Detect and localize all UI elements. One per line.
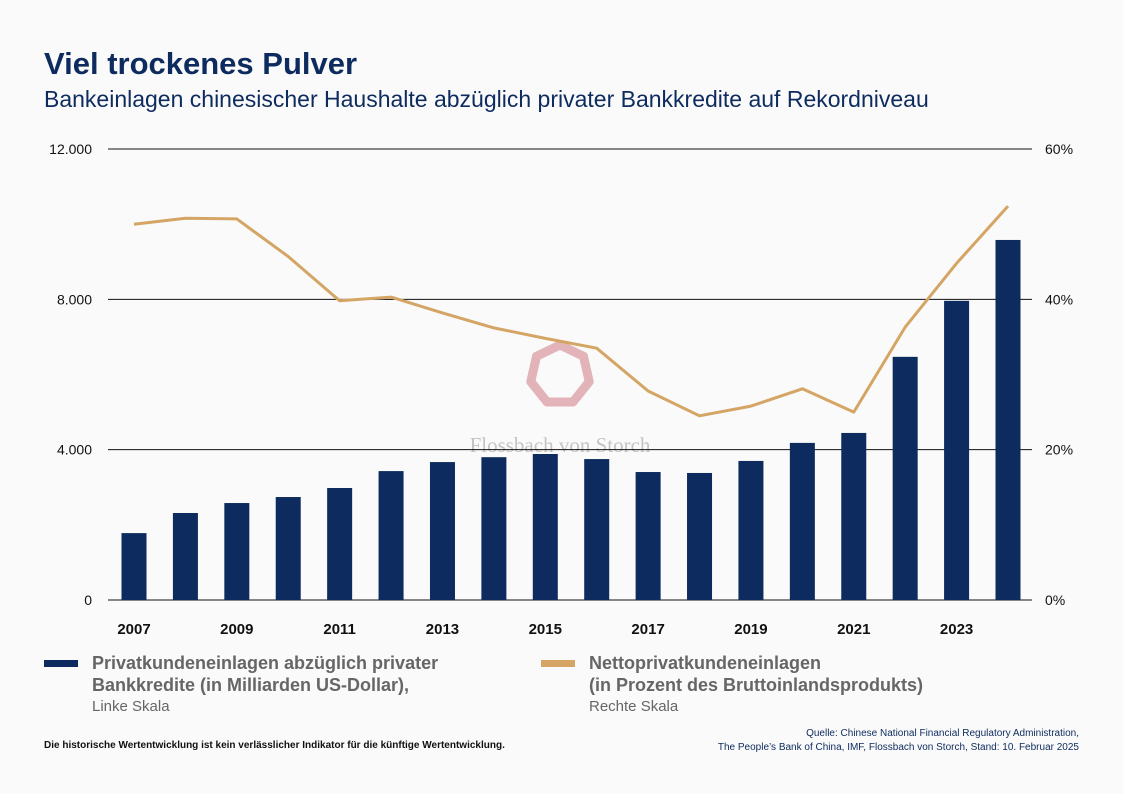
bar-2024 [995,239,1021,600]
legend-text: Bankkredite (in Milliarden US-Dollar), [92,675,410,695]
x-axis-tick: 2023 [940,621,973,638]
bar-2013 [429,462,455,600]
bar-2012 [378,471,404,600]
bar-2016 [584,459,610,600]
legend-swatch-bar [44,660,78,667]
bar-2011 [327,488,353,600]
bar-2008 [172,512,198,600]
x-axis-tick: 2021 [837,621,870,638]
legend-swatch-line [541,660,575,667]
source-note: Quelle: Chinese National Financial Regul… [718,727,1079,755]
bar-2017 [635,472,661,600]
bar-2014 [481,457,507,600]
legend-scale: Rechte Skala [589,698,679,715]
watermark-logo-icon [526,340,594,407]
legend-item-line: Nettoprivatkundeneinlagen (in Prozent de… [589,652,923,718]
legend-item-bar: Privatkundeneinlagen abzüglich privater … [92,652,438,718]
x-axis-tick: 2013 [426,621,459,638]
chart-title: Viel trockenes Pulver [44,46,358,81]
x-axis-tick: 2015 [529,621,562,638]
bar-2021 [841,432,867,600]
x-axis-tick: 2017 [631,621,664,638]
bar-2009 [224,503,250,600]
chart-subtitle: Bankeinlagen chinesischer Haushalte abzü… [44,86,929,112]
x-axis-tick: 2007 [117,621,150,638]
legend-text: Privatkundeneinlagen abzüglich privater [92,653,439,673]
source-line: The People’s Bank of China, IMF, Flossba… [717,742,1079,753]
right-axis-tick: 20% [1045,442,1073,458]
right-axis-tick: 60% [1045,141,1073,157]
left-axis-tick: 4.000 [57,442,92,458]
x-axis-tick: 2009 [220,621,253,638]
bar-2015 [532,453,558,600]
legend-text: (in Prozent des Bruttoinlandsprodukts) [589,675,924,695]
bar-2007 [121,533,147,600]
x-axis-tick: 2019 [734,621,767,638]
disclaimer: Die historische Wertentwicklung ist kein… [44,740,505,751]
left-axis-tick: 0 [84,592,92,608]
bar-2022 [892,356,918,600]
bar-2020 [789,442,815,600]
bar-2023 [944,300,970,600]
x-axis-tick: 2011 [323,621,356,638]
bar-2019 [738,460,764,600]
legend-scale: Linke Skala [92,698,170,715]
bar-2018 [687,472,713,600]
bar-2010 [275,497,301,600]
watermark-text: Flossbach von Storch [470,433,651,457]
right-axis-tick: 40% [1045,291,1073,307]
right-axis-tick: 0% [1045,592,1065,608]
line-series [133,205,1010,418]
left-axis-tick: 8.000 [57,291,92,307]
left-axis-tick: 12.000 [49,141,92,157]
legend-text: Nettoprivatkundeneinlagen [589,653,822,673]
source-line: Quelle: Chinese National Financial Regul… [806,728,1079,739]
